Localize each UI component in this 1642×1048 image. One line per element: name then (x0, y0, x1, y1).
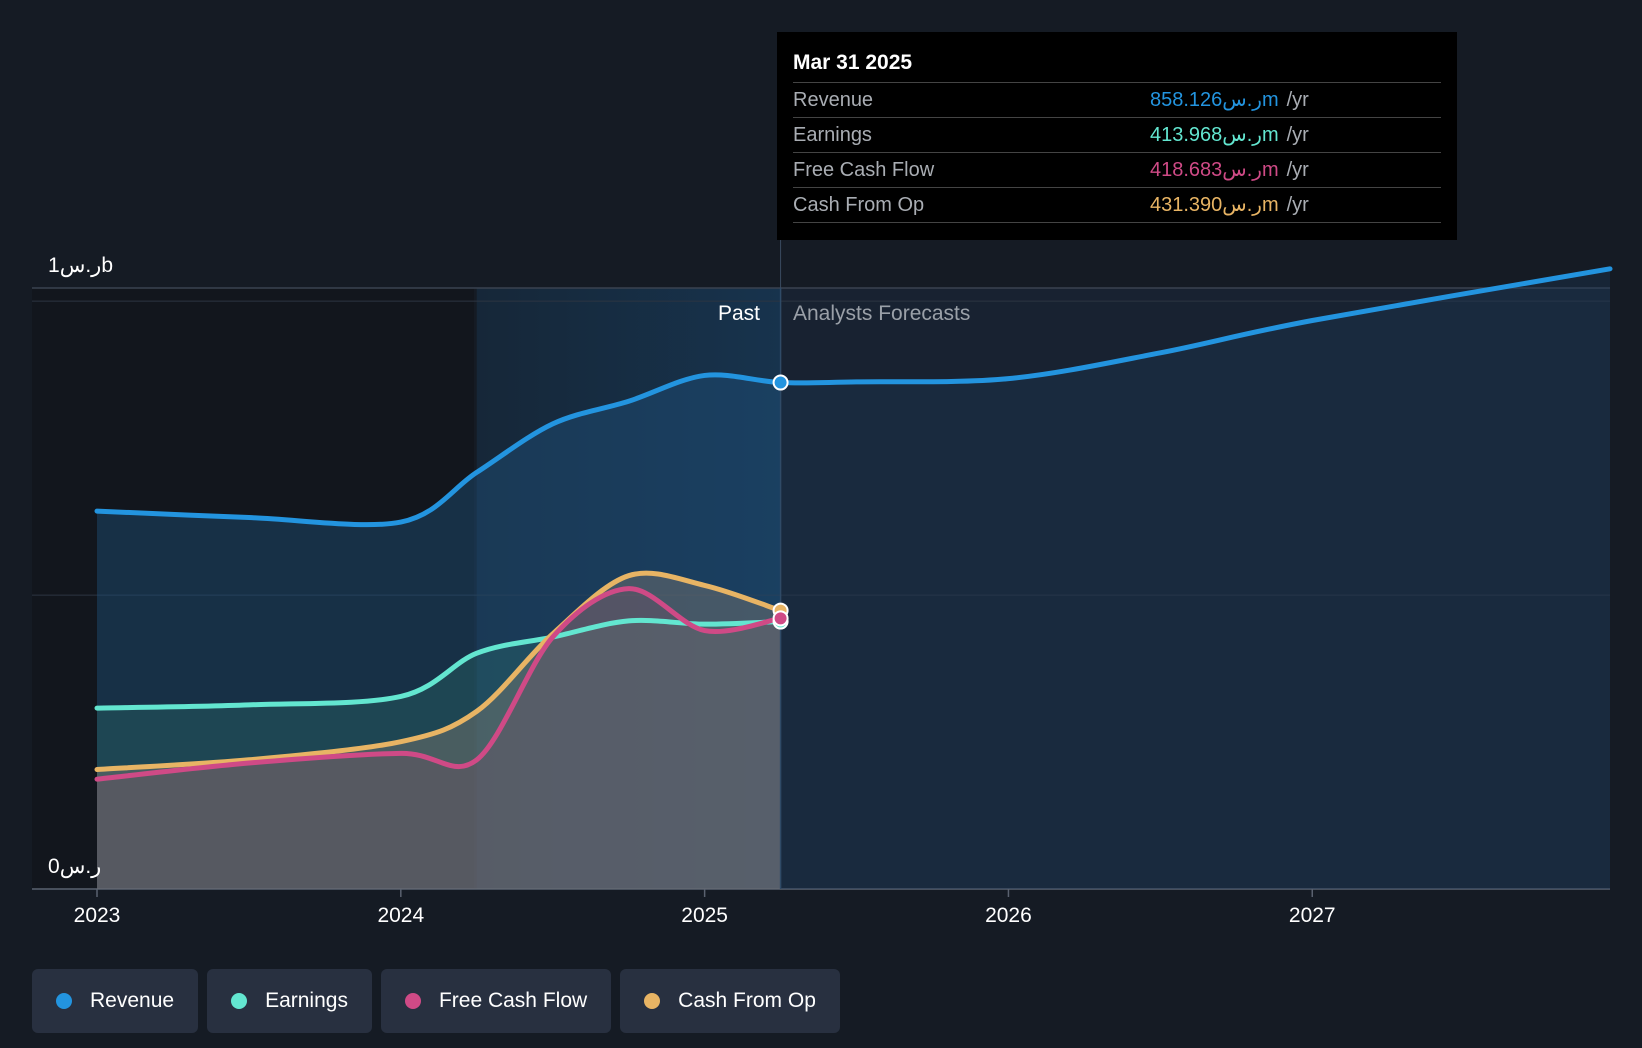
earnings-dot-icon (231, 993, 248, 1009)
legend-item-cash-from-op[interactable]: Cash From Op (620, 969, 840, 1033)
free-cash-flow-point (772, 610, 789, 627)
cash-from-op-area (97, 573, 781, 889)
legend-label: Cash From Op (678, 989, 816, 1012)
x-tick-label: 2023 (74, 904, 121, 927)
cash-from-op-line (94, 570, 784, 772)
y-axis-bottom-label: 0ر.س (48, 855, 101, 879)
tooltip-label: Revenue (793, 89, 874, 111)
tooltip-row-free-cash-flow: Free Cash Flow 418.683ر.سm /yr (793, 153, 1441, 188)
free-cash-flow-dot-icon (404, 993, 421, 1009)
tooltip-row-cash-from-op: Cash From Op 431.390ر.سm /yr (793, 188, 1441, 223)
earnings-area (97, 620, 781, 889)
legend-item-revenue[interactable]: Revenue (32, 969, 199, 1033)
legend-label: Earnings (265, 989, 348, 1012)
tooltip-unit: /yr (1286, 159, 1309, 181)
revenue-dot-icon (56, 993, 72, 1009)
legend-item-free-cash-flow[interactable]: Free Cash Flow (380, 969, 612, 1033)
cash-from-op-dot-icon (644, 993, 661, 1009)
forecast-region (780, 288, 1610, 889)
legend-item-earnings[interactable]: Earnings (207, 969, 372, 1033)
legend-label: Revenue (90, 989, 175, 1012)
legend: Revenue Earnings Free Cash Flow Cash Fro… (32, 969, 840, 1033)
tooltip-value: 858.126ر.سm (1150, 89, 1279, 111)
tooltip-label: Free Cash Flow (793, 159, 935, 181)
tooltip-label: Cash From Op (793, 194, 925, 216)
tooltip-value: 418.683ر.سm (1150, 159, 1279, 181)
tooltip-value: 413.968ر.سm (1150, 124, 1279, 146)
x-tick-label: 2024 (377, 904, 424, 927)
pre-past-region (32, 288, 474, 889)
x-tick-label: 2026 (985, 904, 1032, 927)
tooltip-row-revenue: Revenue 858.126ر.سm /yr (793, 83, 1441, 118)
tooltip-row-earnings: Earnings 413.968ر.سm /yr (793, 118, 1441, 153)
revenue-line (94, 266, 1613, 528)
tooltip-label: Earnings (793, 124, 872, 146)
revenue-forecast-area (780, 268, 1610, 890)
tooltip-unit: /yr (1286, 194, 1309, 216)
tooltip: Mar 31 2025 Revenue 858.126ر.سm /yr Earn… (777, 32, 1457, 240)
tooltip-unit: /yr (1286, 124, 1309, 146)
tooltip-value: 431.390ر.سm (1150, 194, 1279, 216)
legend-label: Free Cash Flow (438, 989, 588, 1012)
free-cash-flow-line (94, 586, 784, 782)
y-axis-top-label: 1ر.سb (48, 254, 113, 278)
x-tick-label: 2027 (1289, 904, 1336, 927)
forecast-label: Analysts Forecasts (793, 302, 970, 325)
tooltip-unit: /yr (1286, 89, 1309, 111)
free-cash-flow-area (97, 588, 781, 889)
revenue-point (772, 374, 789, 391)
past-label: Past (718, 302, 760, 325)
x-tick-label: 2025 (681, 904, 728, 927)
tooltip-date: Mar 31 2025 (793, 48, 1441, 83)
